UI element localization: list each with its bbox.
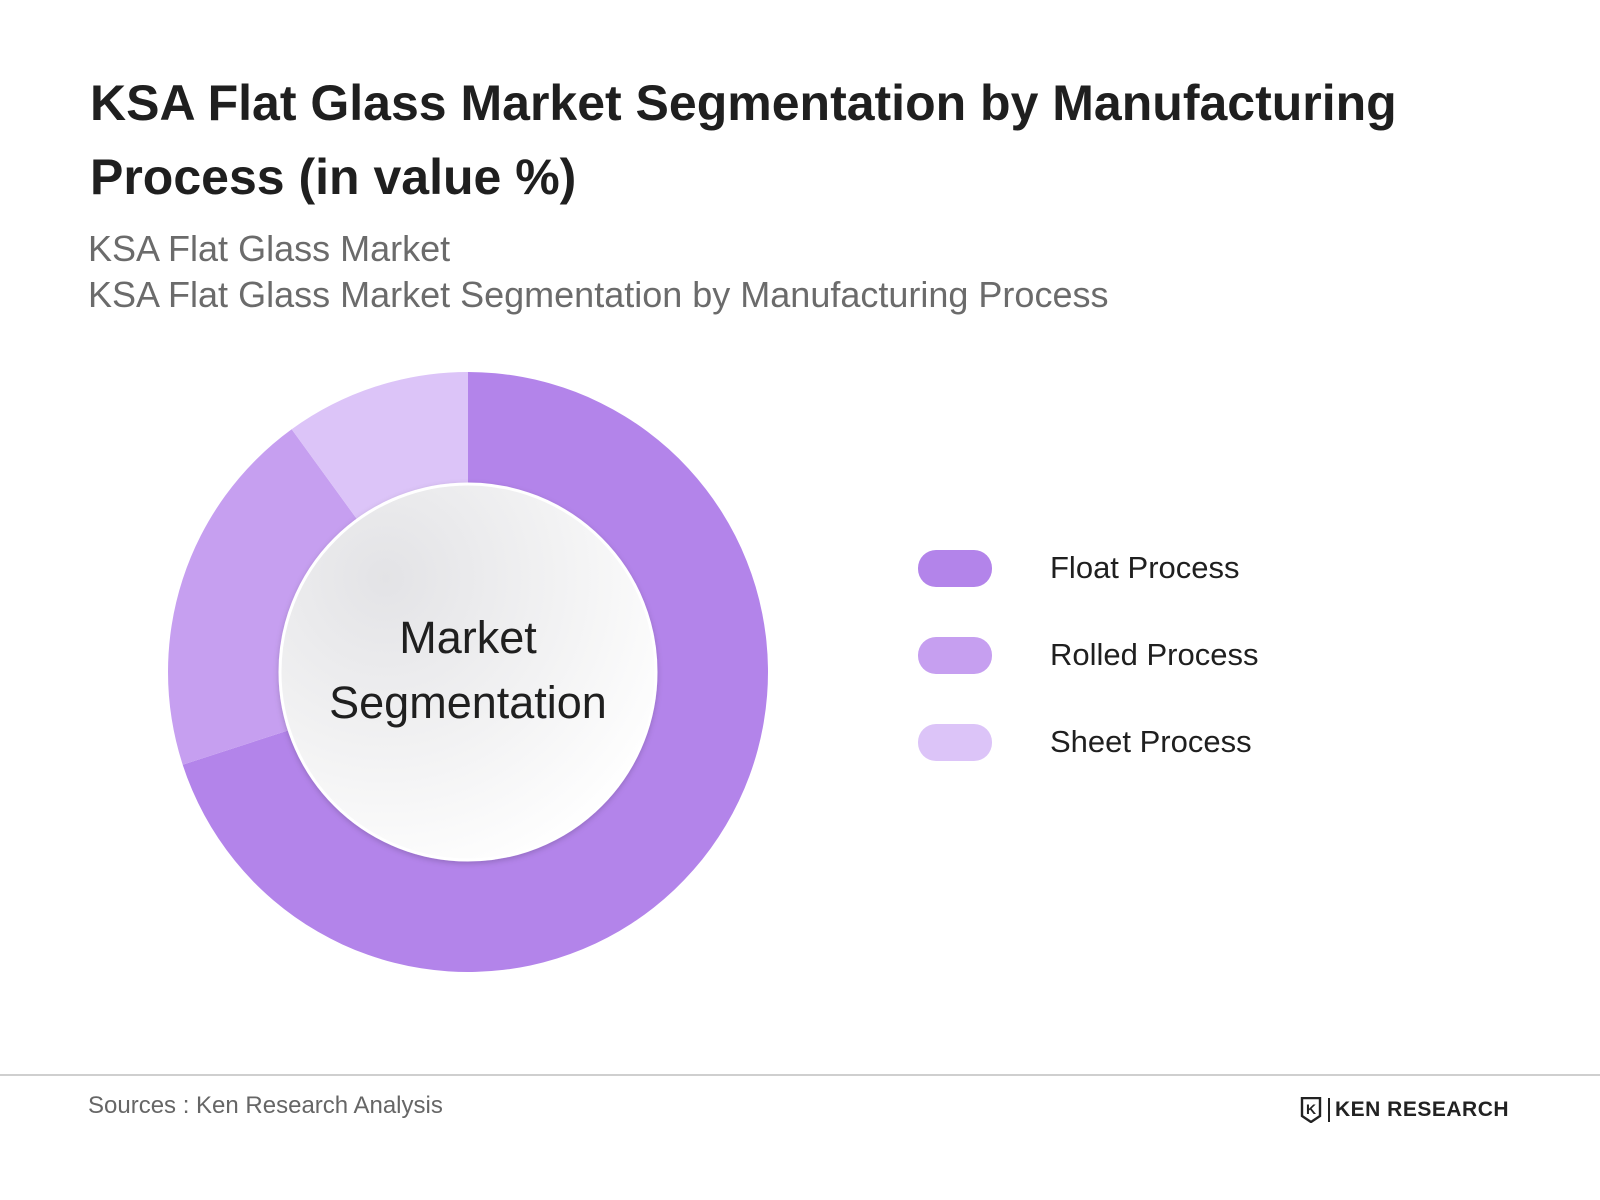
donut-slice-float-process xyxy=(182,372,769,972)
brand-separator xyxy=(1328,1098,1330,1122)
center-label-line-2: Segmentation xyxy=(329,677,607,728)
brand-name: KEN RESEARCH xyxy=(1335,1098,1510,1121)
donut-center-disc xyxy=(278,482,658,862)
legend-swatch-sheet xyxy=(918,724,992,761)
donut-slice-rolled-process xyxy=(168,429,363,765)
legend-label-float: Float Process xyxy=(1050,550,1240,585)
logo-letter: K xyxy=(1306,1101,1316,1117)
legend-item-rolled: Rolled Process xyxy=(918,635,1338,675)
brand-logo: K KEN RESEARCH xyxy=(1300,1095,1509,1125)
subtitle-line-2: KSA Flat Glass Market Segmentation by Ma… xyxy=(88,274,1109,315)
legend-swatch-float xyxy=(918,550,992,587)
footer-divider xyxy=(0,1074,1600,1076)
legend-label-sheet: Sheet Process xyxy=(1050,724,1252,759)
donut-center-label: Market Segmentation xyxy=(318,605,618,735)
legend-item-float: Float Process xyxy=(918,548,1338,588)
chart-subtitle: KSA Flat Glass Market KSA Flat Glass Mar… xyxy=(88,226,1108,318)
legend-label-rolled: Rolled Process xyxy=(1050,637,1259,672)
center-label-line-1: Market xyxy=(399,612,537,663)
legend-swatch-rolled xyxy=(918,637,992,674)
legend-item-sheet: Sheet Process xyxy=(918,722,1338,762)
chart-title: KSA Flat Glass Market Segmentation by Ma… xyxy=(90,75,1397,205)
ken-research-logo-icon: K xyxy=(1300,1097,1322,1123)
source-note: Sources : Ken Research Analysis xyxy=(88,1092,443,1119)
subtitle-line-1: KSA Flat Glass Market xyxy=(88,228,451,269)
